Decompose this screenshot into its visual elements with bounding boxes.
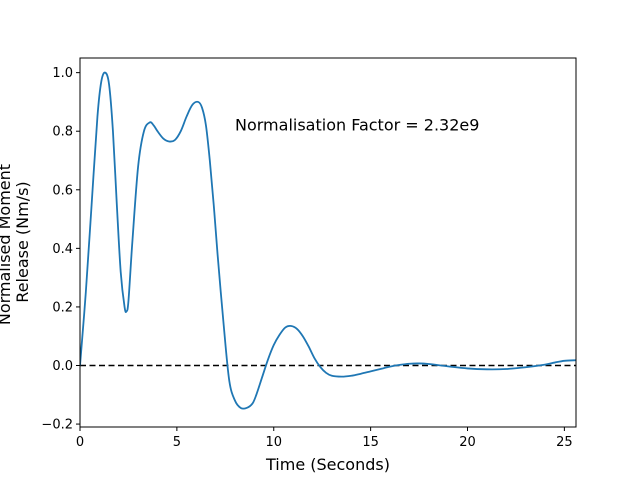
y-tick-label: 0.0 — [52, 359, 73, 374]
plot-content — [80, 71, 576, 410]
y-tick-label: 0.2 — [52, 300, 73, 315]
y-tick-label: 0.8 — [52, 125, 73, 140]
plot-frame — [79, 57, 577, 428]
x-axis-label: Time (Seconds) — [265, 455, 390, 474]
plot-background — [80, 58, 576, 427]
y-axis: −0.2 0.0 0.2 0.4 0.6 0.8 1.0 — [41, 66, 80, 433]
x-tick-label: 10 — [265, 435, 282, 450]
x-axis: 0 5 10 15 20 25 — [76, 427, 573, 450]
x-tick-label: 15 — [362, 435, 379, 450]
x-tick-label: 5 — [173, 435, 181, 450]
x-tick-label: 20 — [459, 435, 476, 450]
x-tick-label: 0 — [76, 435, 84, 450]
y-tick-label: 1.0 — [52, 66, 73, 81]
y-tick-label: 0.4 — [52, 242, 73, 257]
y-axis-label: Normalised Moment Release (Nm/s) — [0, 159, 32, 325]
x-tick-label: 25 — [556, 435, 573, 450]
y-tick-label: −0.2 — [41, 418, 73, 433]
y-axis-label-line-2: Release (Nm/s) — [13, 181, 32, 302]
y-axis-label-line-1: Normalised Moment — [0, 164, 14, 325]
series-line-0 — [80, 71, 576, 410]
normalisation-factor-annotation: Normalisation Factor = 2.32e9 — [235, 115, 479, 134]
y-tick-label: 0.6 — [52, 183, 73, 198]
